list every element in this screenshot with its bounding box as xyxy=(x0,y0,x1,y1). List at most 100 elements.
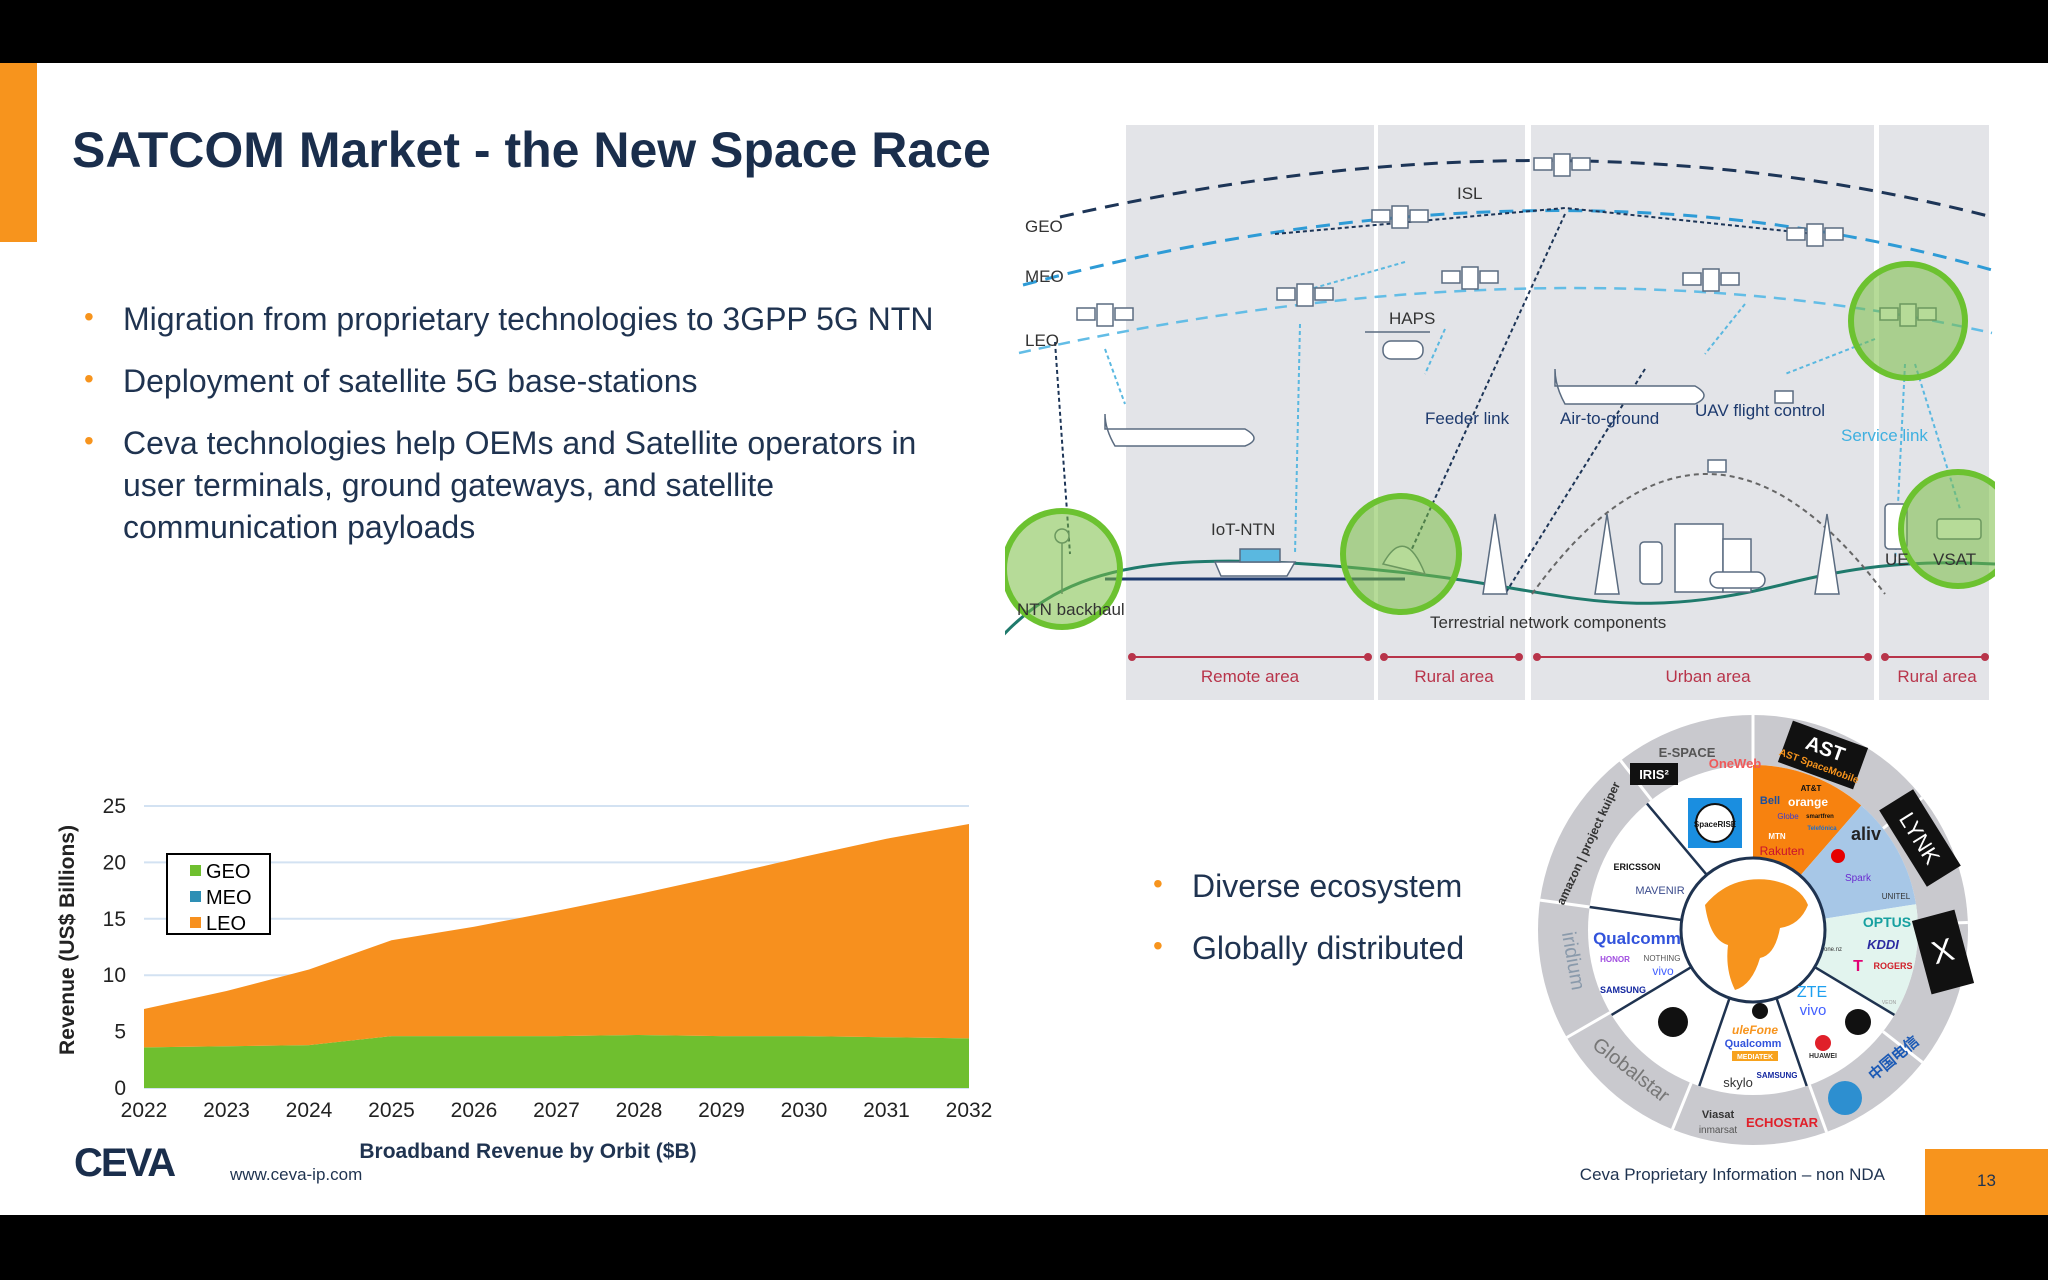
logo-vodafone-icon xyxy=(1831,849,1845,863)
satellite-icon xyxy=(1076,303,1134,327)
legend-swatch-geo xyxy=(190,865,201,876)
x-tick-label: 2029 xyxy=(698,1099,745,1122)
x-tick-label: 2027 xyxy=(533,1099,580,1122)
urban-dome xyxy=(1531,473,1886,595)
logo-telefonica: Telefónica xyxy=(1807,826,1837,832)
logo-smartfren: smartfren xyxy=(1806,814,1834,820)
satellite-icon xyxy=(1276,283,1334,307)
ring-divider xyxy=(1619,759,1653,801)
tower-icon xyxy=(1814,513,1840,595)
logo-orange: orange xyxy=(1788,795,1828,809)
logo-iris2: IRIS² xyxy=(1639,767,1669,782)
air-link xyxy=(1504,368,1646,595)
logo-motorola-icon xyxy=(1845,1009,1871,1035)
area-columns xyxy=(1126,125,1989,700)
logo-att: AT&T xyxy=(1801,784,1822,793)
orbit-label-geo: GEO xyxy=(1025,217,1063,236)
logo-lynk: LYNK xyxy=(1894,808,1945,869)
accent-bar xyxy=(0,63,37,242)
chart-title: Broadband Revenue by Orbit ($B) xyxy=(359,1140,696,1163)
slide: SATCOM Market - the New Space Race Migra… xyxy=(0,63,2048,1215)
logo-ast-spacemobile: AST SpaceMobile xyxy=(1777,747,1860,786)
ecosystem-bullets: Diverse ecosystem Globally distributed xyxy=(1153,863,2033,989)
area-geo xyxy=(144,1034,969,1088)
isl-link xyxy=(1274,206,1816,235)
feeder-link xyxy=(1404,213,1566,565)
x-tick-label: 2024 xyxy=(286,1099,333,1122)
operators-sector xyxy=(1753,765,1862,876)
legend-label-leo: LEO xyxy=(206,913,246,935)
ue-label: UE xyxy=(1885,550,1909,569)
satellite-icon xyxy=(1371,205,1429,229)
feeder-link-label: Feeder link xyxy=(1425,409,1510,428)
ntn-backhaul-label: NTN backhaul xyxy=(1017,600,1125,619)
y-tick-label: 0 xyxy=(114,1077,126,1100)
logo-space-agency xyxy=(1828,1081,1862,1115)
page-title: SATCOM Market - the New Space Race xyxy=(72,122,991,178)
y-tick-label: 25 xyxy=(103,795,126,818)
airplane-icon xyxy=(1554,368,1705,405)
tower-icon xyxy=(1482,513,1508,595)
x-tick-label: 2026 xyxy=(451,1099,498,1122)
x-tick-label: 2031 xyxy=(863,1099,910,1122)
logo-inmarsat: inmarsat xyxy=(1699,1125,1738,1136)
logo-vivo-2: vivo xyxy=(1800,1002,1827,1019)
legend-swatch-meo xyxy=(190,891,201,902)
satellite-icon xyxy=(1682,268,1740,292)
meo-orbit xyxy=(1022,209,1993,287)
logo-mtn: MTN xyxy=(1768,832,1786,841)
logo-mediatek: MEDIATEK xyxy=(1737,1054,1773,1061)
logo-echostar: ECHOSTAR xyxy=(1746,1115,1819,1130)
bullet-item: Migration from proprietary technologies … xyxy=(84,296,964,340)
orbit-label-meo: MEO xyxy=(1025,267,1064,286)
footer-url[interactable]: www.ceva-ip.com xyxy=(230,1165,363,1184)
bullet-item: Ceva technologies help OEMs and Satellit… xyxy=(84,420,964,548)
area-label-urban: Urban area xyxy=(1665,667,1751,686)
vsat-label: VSAT xyxy=(1933,550,1976,569)
airplane-icon xyxy=(1104,413,1255,447)
helicopter-icon xyxy=(1365,331,1430,360)
y-axis-label: Revenue (US$ Billions) xyxy=(56,825,79,1055)
page-number-box: 13 xyxy=(1925,1149,2048,1215)
area-label-remote: Remote area xyxy=(1201,667,1300,686)
satellite-icon xyxy=(1441,266,1499,290)
ring-divider xyxy=(1808,1084,1828,1133)
car-icon xyxy=(1709,571,1766,589)
bullet-item: Diverse ecosystem xyxy=(1153,863,2033,907)
bullet-list: Migration from proprietary technologies … xyxy=(84,296,964,568)
logo-china-telecom: 中国电信 xyxy=(1865,1032,1923,1084)
x-tick-label: 2023 xyxy=(203,1099,250,1122)
ring-divider xyxy=(1566,1011,1611,1039)
ring-divider xyxy=(1671,1082,1693,1130)
logo-apple-icon xyxy=(1658,1007,1688,1037)
area-label-rural: Rural area xyxy=(1414,667,1494,686)
logo-globalstar: Globalstar xyxy=(1588,1034,1674,1108)
legend-label-meo: MEO xyxy=(206,887,252,909)
ring-divider xyxy=(1882,1030,1924,1064)
y-tick-label: 5 xyxy=(114,1021,126,1044)
area-label-rural-2: Rural area xyxy=(1897,667,1977,686)
orbit-label-leo: LEO xyxy=(1025,331,1059,350)
logo-spacerise: SpaceRISE xyxy=(1694,820,1737,829)
x-tick-label: 2022 xyxy=(121,1099,168,1122)
logo-aliv: aliv xyxy=(1851,824,1881,844)
sector-divider xyxy=(1775,997,1808,1087)
logo-ast: AST xyxy=(1802,732,1847,766)
logo-samsung-2: SAMSUNG xyxy=(1757,1071,1798,1080)
ceva-logo-text: CEVA xyxy=(74,1143,175,1183)
drone-icon xyxy=(1774,390,1794,404)
service-link-label: Service link xyxy=(1841,426,1928,445)
x-tick-label: 2028 xyxy=(616,1099,663,1122)
tower-icon xyxy=(1594,513,1620,595)
x-tick-label: 2030 xyxy=(781,1099,828,1122)
ceva-logo: CEVA xyxy=(74,1143,177,1183)
ring-divider xyxy=(1882,796,1924,830)
y-tick-label: 10 xyxy=(103,964,126,987)
logo-skylo: skylo xyxy=(1723,1075,1753,1090)
logo-globe: Globe xyxy=(1777,812,1799,821)
air-to-ground-label: Air-to-ground xyxy=(1560,409,1659,428)
bullet-item: Deployment of satellite 5G base-stations xyxy=(84,358,964,402)
iot-ntn-label: IoT-NTN xyxy=(1211,520,1275,539)
logo-oneweb: OneWeb xyxy=(1709,756,1762,771)
